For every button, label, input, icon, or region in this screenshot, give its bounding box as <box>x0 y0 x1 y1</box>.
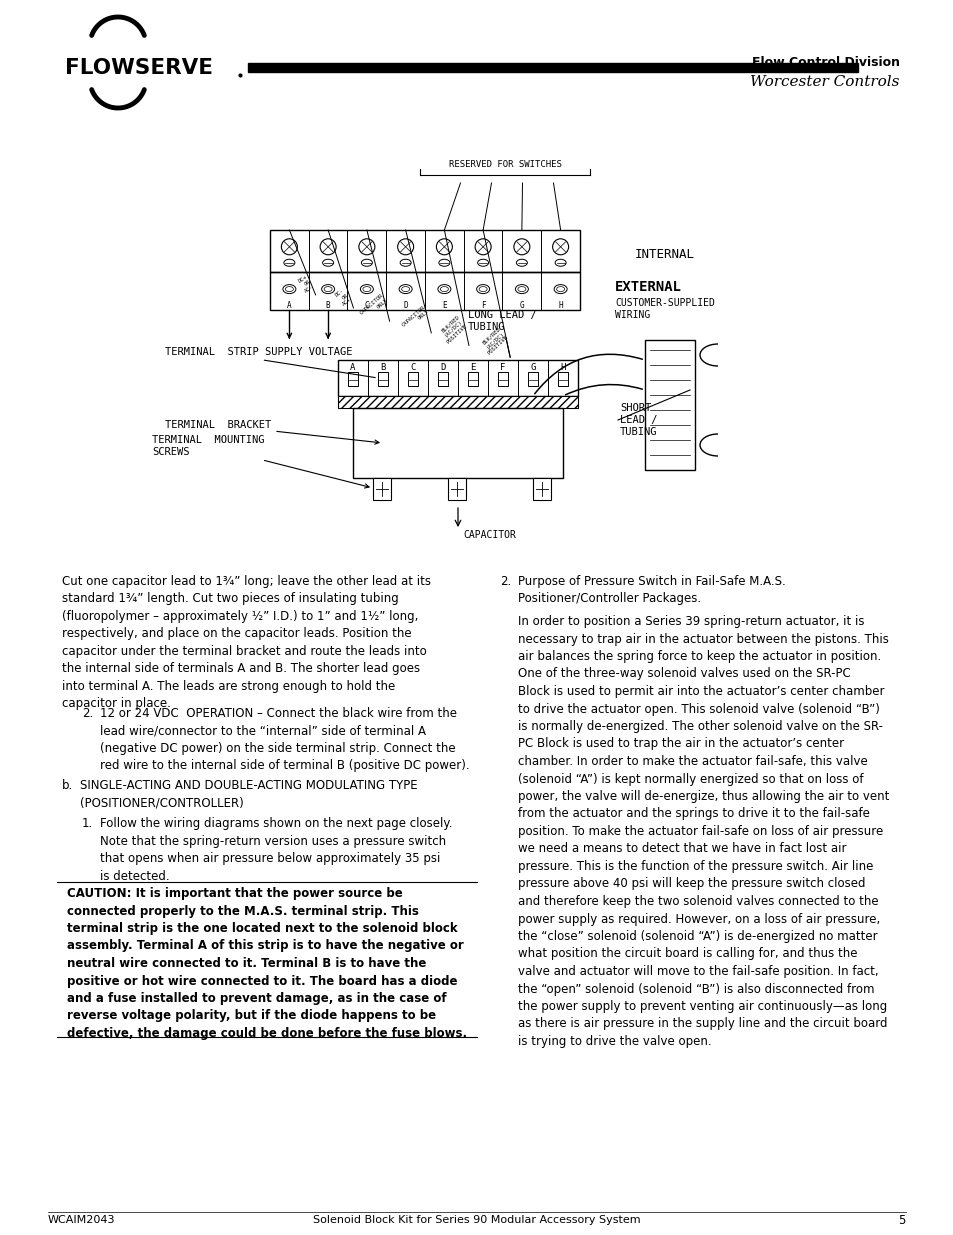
Text: B: B <box>326 301 330 310</box>
Text: DC-
OR
AC+: DC- OR AC+ <box>335 288 352 308</box>
Text: H: H <box>559 363 565 373</box>
Bar <box>270 272 579 310</box>
Text: CAPACITOR: CAPACITOR <box>462 530 516 540</box>
Bar <box>337 359 578 396</box>
Bar <box>497 372 507 387</box>
Bar <box>353 408 562 478</box>
Text: C: C <box>410 363 416 373</box>
Bar <box>644 340 695 471</box>
Text: Purpose of Pressure Switch in Fail-Safe M.A.S.
Positioner/Controller Packages.: Purpose of Pressure Switch in Fail-Safe … <box>517 576 785 605</box>
Text: C: C <box>364 301 369 310</box>
Bar <box>373 478 391 500</box>
Text: H: H <box>558 301 562 310</box>
Text: CAUTION: It is important that the power source be
connected properly to the M.A.: CAUTION: It is important that the power … <box>67 887 467 1040</box>
Text: BLK/RED
(AC/DC)
POSITIVE: BLK/RED (AC/DC) POSITIVE <box>437 315 467 345</box>
Text: B: B <box>380 363 385 373</box>
Text: 2.: 2. <box>499 576 511 588</box>
Text: Follow the wiring diagrams shown on the next page closely.
Note that the spring-: Follow the wiring diagrams shown on the … <box>100 818 452 883</box>
Text: F: F <box>499 363 505 373</box>
Text: WIRING: WIRING <box>615 310 650 320</box>
Text: EXTERNAL: EXTERNAL <box>615 280 681 294</box>
Text: F: F <box>480 301 485 310</box>
Text: D: D <box>403 301 408 310</box>
Text: Cut one capacitor lead to 1¾” long; leave the other lead at its
standard 1¾” len: Cut one capacitor lead to 1¾” long; leav… <box>62 576 431 710</box>
Text: 5: 5 <box>898 1214 905 1226</box>
Text: 1.: 1. <box>82 818 93 830</box>
Bar <box>468 372 477 387</box>
Text: G: G <box>530 363 536 373</box>
Bar <box>408 372 417 387</box>
Text: In order to position a Series 39 spring-return actuator, it is
necessary to trap: In order to position a Series 39 spring-… <box>517 615 888 1049</box>
Text: Worcester Controls: Worcester Controls <box>750 75 899 89</box>
Text: RESERVED FOR SWITCHES: RESERVED FOR SWITCHES <box>448 161 561 169</box>
Text: TERMINAL  MOUNTING
SCREWS: TERMINAL MOUNTING SCREWS <box>152 436 369 488</box>
Bar <box>270 230 579 272</box>
Bar <box>377 372 388 387</box>
Text: DC+
OR
AC-: DC+ OR AC- <box>297 274 314 294</box>
Text: SINGLE-ACTING AND DOUBLE-ACTING MODULATING TYPE
(POSITIONER/CONTROLLER): SINGLE-ACTING AND DOUBLE-ACTING MODULATI… <box>80 779 417 809</box>
Text: A: A <box>287 301 292 310</box>
Text: E: E <box>470 363 476 373</box>
Text: SUPPLY VOLTAGE: SUPPLY VOLTAGE <box>265 347 352 357</box>
Text: Flow Control Division: Flow Control Division <box>751 56 899 68</box>
Bar <box>527 372 537 387</box>
Text: D: D <box>440 363 445 373</box>
Text: TERMINAL  STRIP: TERMINAL STRIP <box>165 347 375 378</box>
Text: Solenoid Block Kit for Series 90 Modular Accessory System: Solenoid Block Kit for Series 90 Modular… <box>313 1215 640 1225</box>
Bar <box>437 372 448 387</box>
Text: A: A <box>350 363 355 373</box>
Text: SHORT
LEAD /
TUBING: SHORT LEAD / TUBING <box>619 404 657 437</box>
Text: INTERNAL: INTERNAL <box>635 248 695 262</box>
Text: CAPACITOR
ONLY: CAPACITOR ONLY <box>359 293 388 320</box>
Text: G: G <box>519 301 523 310</box>
Text: BLK/RED
(AC/DC)
POSITIVE: BLK/RED (AC/DC) POSITIVE <box>478 326 509 356</box>
Text: 12 or 24 VDC  OPERATION – Connect the black wire from the
lead wire/connector to: 12 or 24 VDC OPERATION – Connect the bla… <box>100 706 469 773</box>
Bar <box>348 372 357 387</box>
Text: FLOWSERVE: FLOWSERVE <box>65 58 213 78</box>
Text: CUSTOMER-SUPPLIED: CUSTOMER-SUPPLIED <box>615 298 714 308</box>
Bar <box>533 478 551 500</box>
Text: 2.: 2. <box>82 706 93 720</box>
Text: WCAIM2043: WCAIM2043 <box>48 1215 115 1225</box>
Bar <box>337 396 578 408</box>
Text: E: E <box>441 301 446 310</box>
Text: b.: b. <box>62 779 73 792</box>
Text: CAPACITOR
ONLY: CAPACITOR ONLY <box>400 305 430 332</box>
Text: LONG LEAD /
TUBING: LONG LEAD / TUBING <box>468 310 537 357</box>
Bar <box>558 372 567 387</box>
Text: TERMINAL  BRACKET: TERMINAL BRACKET <box>165 420 378 445</box>
Bar <box>448 478 465 500</box>
Bar <box>248 63 857 72</box>
